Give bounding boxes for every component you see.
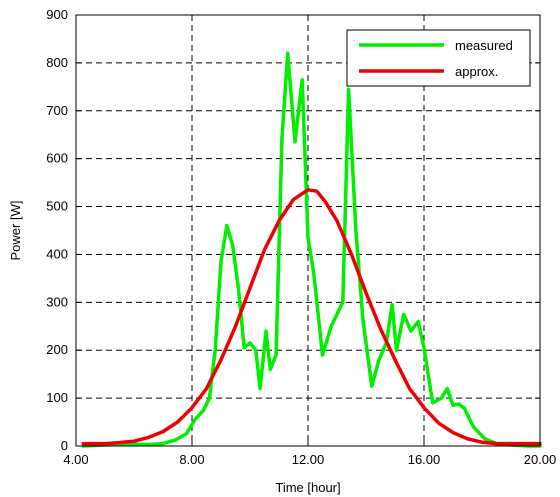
axis-ticks: 4.00 8.00 12.00 16.00 20.00 0 100 200 300 400 500 6… (46, 7, 556, 467)
y-tick-label: 800 (46, 55, 68, 70)
y-tick-label: 400 (46, 246, 68, 261)
x-tick-label: 16.00 (408, 452, 441, 467)
legend: measured approx. (346, 29, 531, 87)
legend-label-measured: measured (455, 38, 513, 53)
series-lines (81, 51, 542, 448)
y-axis-label: Power [W] (8, 201, 23, 261)
y-tick-label: 700 (46, 103, 68, 118)
x-tick-label: 8.00 (179, 452, 204, 467)
y-tick-label: 500 (46, 199, 68, 214)
series-line-approx (81, 188, 542, 446)
legend-box (346, 29, 531, 87)
series-line-measured (81, 51, 542, 448)
y-tick-label: 600 (46, 151, 68, 166)
x-axis-label: Time [hour] (275, 480, 340, 495)
legend-label-approx: approx. (455, 64, 498, 79)
y-tick-label: 300 (46, 294, 68, 309)
x-tick-label: 20.00 (524, 452, 557, 467)
y-tick-label: 900 (46, 7, 68, 22)
y-tick-label: 200 (46, 342, 68, 357)
y-tick-label: 100 (46, 390, 68, 405)
x-tick-label: 12.00 (292, 452, 325, 467)
y-tick-label: 0 (61, 438, 68, 453)
x-tick-label: 4.00 (63, 452, 88, 467)
